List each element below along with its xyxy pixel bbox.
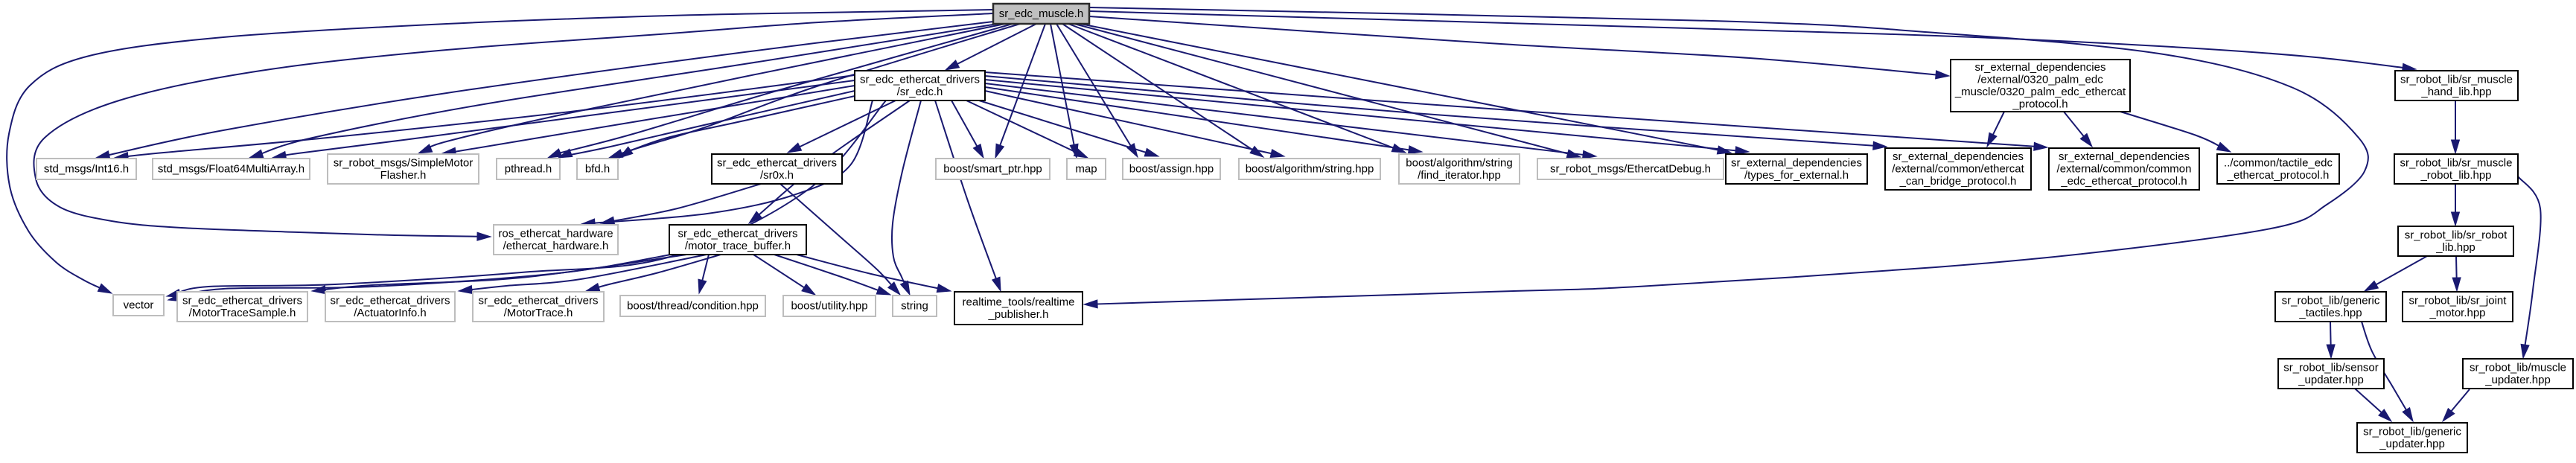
svg-text:map: map <box>1075 163 1097 176</box>
svg-text:_tactiles.hpp: _tactiles.hpp <box>2298 307 2362 319</box>
svg-text:sr_external_dependencies: sr_external_dependencies <box>1731 156 1862 169</box>
svg-text:_ethercat_protocol.h: _ethercat_protocol.h <box>2227 169 2330 182</box>
svg-text:_edc_ethercat_protocol.h: _edc_ethercat_protocol.h <box>2060 175 2187 188</box>
svg-text:pthread.h: pthread.h <box>505 163 552 176</box>
svg-text:realtime_tools/realtime: realtime_tools/realtime <box>963 296 1075 308</box>
svg-text:_robot_lib.hpp: _robot_lib.hpp <box>2420 169 2491 182</box>
svg-text:boost/utility.hpp: boost/utility.hpp <box>791 300 867 313</box>
svg-text:boost/assign.hpp: boost/assign.hpp <box>1129 163 1214 176</box>
svg-text:vector: vector <box>124 299 154 312</box>
svg-text:ros_ethercat_hardware: ros_ethercat_hardware <box>498 227 613 240</box>
svg-text:sr_robot_lib/sr_muscle: sr_robot_lib/sr_muscle <box>2400 156 2513 169</box>
svg-text:sr_external_dependencies: sr_external_dependencies <box>2059 150 2190 163</box>
svg-text:sr_edc_muscle.h: sr_edc_muscle.h <box>999 7 1083 20</box>
svg-text:sr_robot_lib/sensor: sr_robot_lib/sensor <box>2283 361 2379 374</box>
svg-text:sr_edc_ethercat_drivers: sr_edc_ethercat_drivers <box>479 294 599 307</box>
svg-text:boost/smart_ptr.hpp: boost/smart_ptr.hpp <box>943 163 1042 176</box>
svg-text:_updater.hpp: _updater.hpp <box>2379 438 2445 450</box>
svg-text:/types_for_external.h: /types_for_external.h <box>1744 169 1849 182</box>
svg-text:_protocol.h: _protocol.h <box>2012 98 2068 110</box>
svg-text:_muscle/0320_palm_edc_ethercat: _muscle/0320_palm_edc_ethercat <box>1954 86 2126 98</box>
svg-text:/motor_trace_buffer.h: /motor_trace_buffer.h <box>685 240 791 252</box>
svg-text:sr_robot_lib/generic: sr_robot_lib/generic <box>2282 294 2380 307</box>
svg-text:../common/tactile_edc: ../common/tactile_edc <box>2224 156 2333 169</box>
svg-text:sr_robot_msgs/EthercatDebug.h: sr_robot_msgs/EthercatDebug.h <box>1550 163 1711 176</box>
svg-text:sr_edc_ethercat_drivers: sr_edc_ethercat_drivers <box>860 73 980 86</box>
svg-text:_publisher.h: _publisher.h <box>988 308 1049 321</box>
svg-text:sr_robot_lib/generic: sr_robot_lib/generic <box>2363 425 2461 438</box>
svg-text:/ActuatorInfo.h: /ActuatorInfo.h <box>354 307 427 319</box>
svg-text:sr_edc_ethercat_drivers: sr_edc_ethercat_drivers <box>182 294 302 307</box>
svg-text:bfd.h: bfd.h <box>585 163 610 176</box>
svg-text:/MotorTrace.h: /MotorTrace.h <box>504 307 573 319</box>
svg-text:_updater.hpp: _updater.hpp <box>2298 374 2364 386</box>
svg-text:sr_edc_ethercat_drivers: sr_edc_ethercat_drivers <box>717 156 837 169</box>
svg-text:sr_edc_ethercat_drivers: sr_edc_ethercat_drivers <box>331 294 450 307</box>
svg-text:sr_robot_lib/sr_muscle: sr_robot_lib/sr_muscle <box>2400 73 2513 86</box>
svg-text:sr_robot_lib/sr_robot: sr_robot_lib/sr_robot <box>2405 229 2508 241</box>
svg-text:/sr_edc.h: /sr_edc.h <box>897 86 943 98</box>
svg-text:/external/0320_palm_edc: /external/0320_palm_edc <box>1977 73 2103 86</box>
svg-text:std_msgs/Float64MultiArray.h: std_msgs/Float64MultiArray.h <box>158 163 305 176</box>
svg-text:sr_robot_lib/sr_joint: sr_robot_lib/sr_joint <box>2409 294 2508 307</box>
svg-text:/sr0x.h: /sr0x.h <box>760 169 794 182</box>
svg-text:_updater.hpp: _updater.hpp <box>2484 374 2551 386</box>
svg-text:_lib.hpp: _lib.hpp <box>2435 241 2475 254</box>
svg-text:_motor.hpp: _motor.hpp <box>2429 307 2485 319</box>
svg-text:/external/common/common: /external/common/common <box>2057 163 2192 176</box>
svg-text:Flasher.h: Flasher.h <box>380 169 427 182</box>
svg-text:_hand_lib.hpp: _hand_lib.hpp <box>2420 86 2491 98</box>
svg-text:sr_edc_ethercat_drivers: sr_edc_ethercat_drivers <box>678 227 798 240</box>
svg-text:/external/common/ethercat: /external/common/ethercat <box>1892 163 2024 176</box>
svg-text:boost/algorithm/string: boost/algorithm/string <box>1406 156 1512 169</box>
svg-text:/MotorTraceSample.h: /MotorTraceSample.h <box>189 307 296 319</box>
svg-text:_can_bridge_protocol.h: _can_bridge_protocol.h <box>1899 175 2017 188</box>
svg-text:sr_external_dependencies: sr_external_dependencies <box>1975 61 2106 74</box>
svg-text:boost/thread/condition.hpp: boost/thread/condition.hpp <box>627 300 759 313</box>
svg-text:/ethercat_hardware.h: /ethercat_hardware.h <box>503 240 609 252</box>
svg-text:boost/algorithm/string.hpp: boost/algorithm/string.hpp <box>1246 163 1374 176</box>
svg-text:sr_robot_lib/muscle: sr_robot_lib/muscle <box>2470 361 2566 374</box>
svg-text:string: string <box>901 300 928 313</box>
svg-text:std_msgs/Int16.h: std_msgs/Int16.h <box>44 163 129 176</box>
svg-text:/find_iterator.hpp: /find_iterator.hpp <box>1418 169 1501 182</box>
svg-text:sr_external_dependencies: sr_external_dependencies <box>1893 150 2024 163</box>
svg-text:sr_robot_msgs/SimpleMotor: sr_robot_msgs/SimpleMotor <box>334 156 474 169</box>
